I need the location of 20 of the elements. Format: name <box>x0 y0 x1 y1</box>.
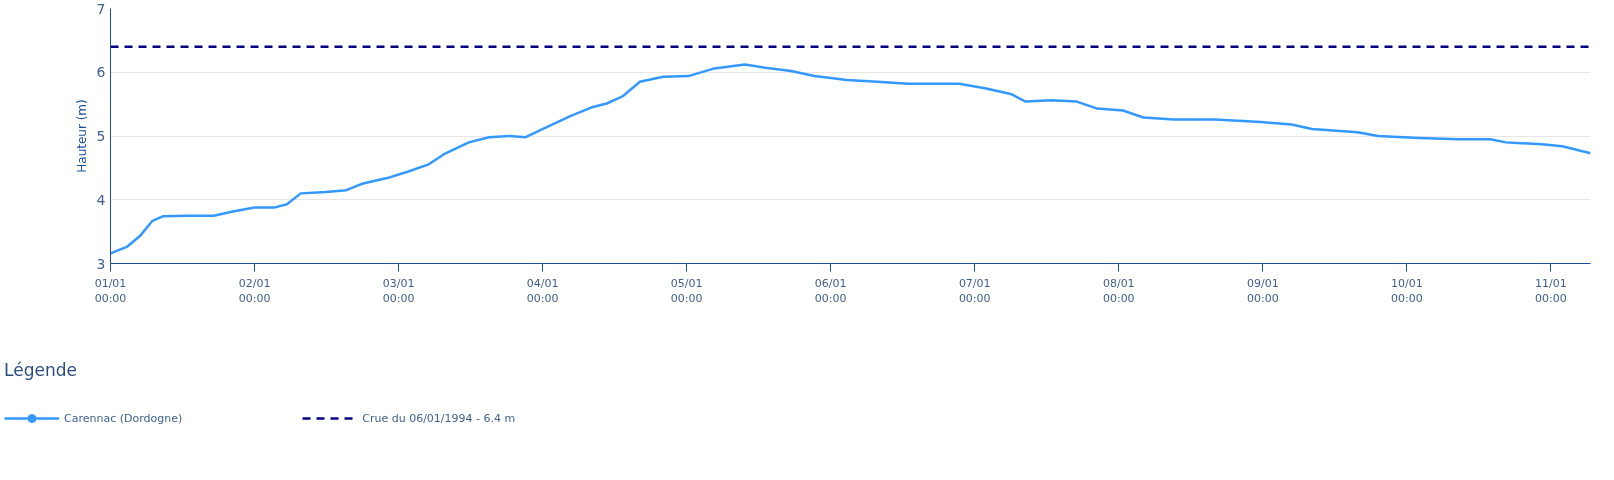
y-axis-title: Hauteur (m) <box>74 99 89 173</box>
x-tick-label: 09/01 00:00 <box>1246 276 1279 306</box>
y-tick-label: 6 <box>96 64 106 81</box>
y-tick-label: 3 <box>96 255 106 272</box>
y-tick-label: 5 <box>96 128 106 144</box>
x-tick-label: 10/01 00:00 <box>1391 276 1423 306</box>
y-tick-label: 7 <box>96 0 106 17</box>
x-tick-label: 05/01 00:00 <box>670 276 703 306</box>
legend-title: Légende <box>4 360 78 380</box>
x-tick-label: 03/01 00:00 <box>382 276 415 306</box>
x-tick-label: 07/01 00:00 <box>958 276 991 306</box>
y-tick-label: 4 <box>96 191 106 208</box>
x-tick-label: 06/01 00:00 <box>814 276 847 306</box>
x-tick-label: 08/01 00:00 <box>1102 276 1135 306</box>
legend-label: Crue du 06/01/1994 - 6.4 m <box>362 411 516 425</box>
legend-label: Carennac (Dordogne) <box>64 411 183 425</box>
x-tick-label: 11/01 00:00 <box>1535 276 1567 306</box>
x-tick-label: 04/01 00:00 <box>526 276 559 306</box>
x-tick-label: 02/01 00:00 <box>238 276 271 306</box>
x-tick-label: 01/01 00:00 <box>94 276 127 306</box>
